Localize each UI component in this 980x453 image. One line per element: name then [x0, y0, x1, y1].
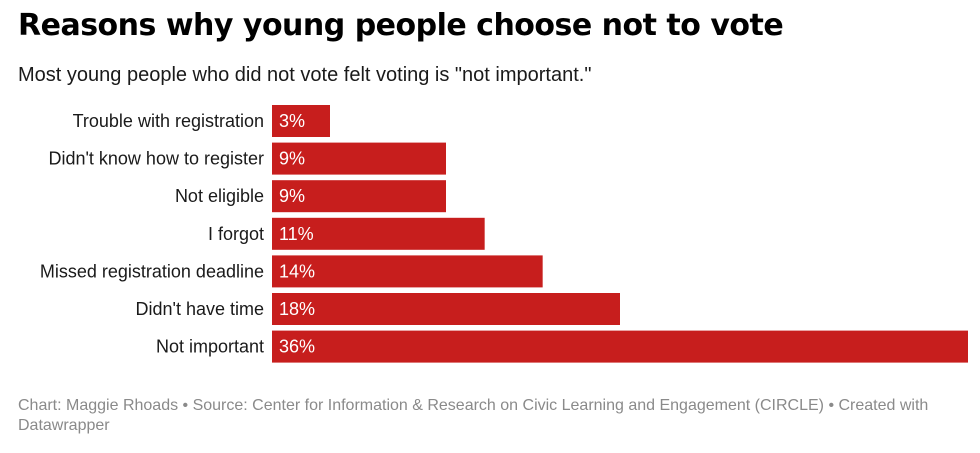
category-label: Didn't have time — [136, 299, 265, 319]
value-label: 36% — [279, 337, 315, 357]
bar — [272, 330, 968, 363]
value-label: 9% — [279, 149, 305, 169]
chart-footer: Chart: Maggie Rhoads • Source: Center fo… — [18, 397, 929, 434]
category-label: Missed registration deadline — [40, 261, 264, 281]
bar — [272, 105, 330, 137]
bars-group: Trouble with registration 3% Didn't know h… — [40, 105, 968, 363]
bar-row: Not eligible 9% — [175, 180, 446, 213]
category-label: Trouble with registration — [73, 111, 264, 131]
value-label: 14% — [279, 261, 315, 281]
category-label: Not important — [156, 337, 264, 357]
bar — [272, 217, 485, 250]
bar-row: Missed registration deadline 14% — [40, 255, 543, 288]
category-label: Not eligible — [175, 186, 264, 206]
bar — [272, 255, 543, 288]
bar — [272, 142, 446, 175]
bar-row: I forgot 11% — [208, 217, 485, 250]
bar — [272, 293, 620, 325]
value-label: 3% — [279, 111, 305, 131]
bar-row: Not important 36% — [156, 330, 968, 363]
bar — [272, 180, 446, 213]
value-label: 11% — [279, 224, 314, 244]
bar-row: Trouble with registration 3% — [73, 105, 330, 137]
chart-title: Reasons why young people choose not to v… — [18, 8, 784, 43]
value-label: 18% — [279, 299, 315, 319]
category-label: I forgot — [208, 224, 264, 244]
bar-row: Didn't have time 18% — [136, 293, 620, 325]
chart-subtitle: Most young people who did not vote felt … — [18, 64, 592, 86]
bar-row: Didn't know how to register 9% — [48, 142, 446, 175]
value-label: 9% — [279, 186, 305, 206]
category-label: Didn't know how to register — [48, 149, 264, 169]
